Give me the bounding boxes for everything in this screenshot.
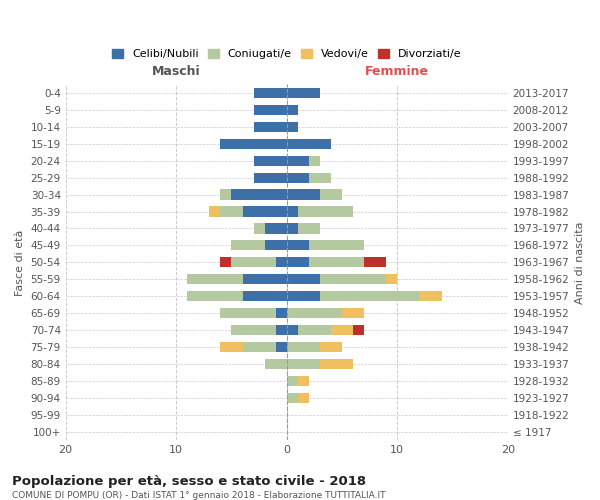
Bar: [287, 122, 298, 132]
Bar: [275, 342, 287, 352]
Bar: [242, 274, 287, 284]
Bar: [265, 359, 287, 369]
Text: COMUNE DI POMPU (OR) - Dati ISTAT 1° gennaio 2018 - Elaborazione TUTTITALIA.IT: COMUNE DI POMPU (OR) - Dati ISTAT 1° gen…: [12, 490, 386, 500]
Bar: [342, 308, 364, 318]
Bar: [298, 224, 320, 234]
Bar: [187, 274, 242, 284]
Bar: [275, 325, 287, 335]
Bar: [287, 224, 298, 234]
Bar: [320, 190, 342, 200]
Bar: [254, 88, 287, 98]
Bar: [254, 224, 265, 234]
Bar: [287, 392, 298, 403]
Bar: [220, 206, 242, 216]
Bar: [287, 240, 309, 250]
Bar: [287, 206, 298, 216]
Bar: [287, 274, 320, 284]
Bar: [287, 342, 320, 352]
Text: Femmine: Femmine: [365, 64, 429, 78]
Bar: [287, 138, 331, 149]
Y-axis label: Fasce di età: Fasce di età: [15, 229, 25, 296]
Bar: [298, 392, 309, 403]
Bar: [254, 105, 287, 115]
Bar: [419, 291, 442, 302]
Bar: [386, 274, 397, 284]
Bar: [331, 325, 353, 335]
Bar: [220, 308, 275, 318]
Bar: [287, 291, 320, 302]
Bar: [309, 257, 364, 268]
Bar: [220, 138, 287, 149]
Bar: [220, 190, 232, 200]
Bar: [254, 172, 287, 182]
Y-axis label: Anni di nascita: Anni di nascita: [575, 221, 585, 304]
Bar: [287, 257, 309, 268]
Text: Maschi: Maschi: [152, 64, 200, 78]
Bar: [320, 291, 419, 302]
Bar: [298, 325, 331, 335]
Bar: [287, 156, 309, 166]
Text: Popolazione per età, sesso e stato civile - 2018: Popolazione per età, sesso e stato civil…: [12, 475, 366, 488]
Bar: [187, 291, 242, 302]
Bar: [287, 88, 320, 98]
Bar: [320, 274, 386, 284]
Bar: [232, 240, 265, 250]
Bar: [232, 257, 275, 268]
Bar: [209, 206, 220, 216]
Bar: [320, 342, 342, 352]
Bar: [275, 257, 287, 268]
Bar: [265, 240, 287, 250]
Bar: [287, 308, 342, 318]
Bar: [287, 172, 309, 182]
Bar: [242, 291, 287, 302]
Bar: [287, 190, 320, 200]
Bar: [364, 257, 386, 268]
Bar: [220, 342, 242, 352]
Bar: [242, 342, 275, 352]
Bar: [353, 325, 364, 335]
Bar: [287, 359, 320, 369]
Bar: [309, 172, 331, 182]
Bar: [275, 308, 287, 318]
Bar: [287, 325, 298, 335]
Bar: [287, 376, 298, 386]
Bar: [254, 156, 287, 166]
Bar: [298, 376, 309, 386]
Bar: [298, 206, 353, 216]
Bar: [232, 190, 287, 200]
Bar: [265, 224, 287, 234]
Bar: [220, 257, 232, 268]
Bar: [242, 206, 287, 216]
Bar: [232, 325, 275, 335]
Legend: Celibi/Nubili, Coniugati/e, Vedovi/e, Divorziati/e: Celibi/Nubili, Coniugati/e, Vedovi/e, Di…: [107, 44, 467, 65]
Bar: [254, 122, 287, 132]
Bar: [287, 105, 298, 115]
Bar: [309, 156, 320, 166]
Bar: [309, 240, 364, 250]
Bar: [320, 359, 353, 369]
